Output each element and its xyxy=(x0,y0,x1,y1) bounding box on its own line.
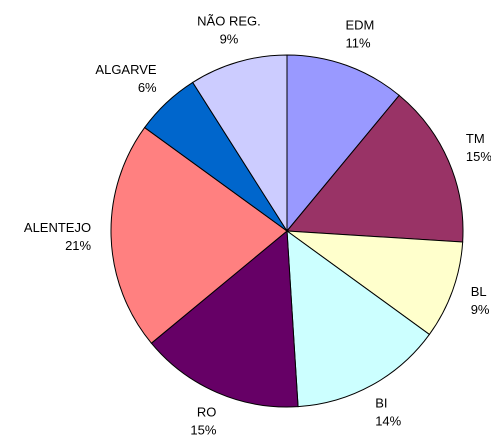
slice-label: RO xyxy=(197,404,217,419)
slice-label: TM xyxy=(466,131,485,146)
slice-value-label: 11% xyxy=(345,36,370,51)
slice-label: ALGARVE xyxy=(95,62,157,77)
slice-label: EDM xyxy=(345,18,374,33)
slice-value-label: 14% xyxy=(375,414,401,429)
slice-value-label: 15% xyxy=(190,422,216,437)
slice-label: ALENTEJO xyxy=(24,220,91,235)
slice-label: BI xyxy=(375,396,387,411)
slice-value-label: 9% xyxy=(471,302,490,317)
slice-value-label: 15% xyxy=(466,149,491,164)
slice-value-label: 6% xyxy=(138,80,157,95)
slice-value-label: 21% xyxy=(65,238,91,253)
pie-slice xyxy=(286,229,431,408)
pie-slice xyxy=(150,229,299,408)
pie-slice xyxy=(110,126,288,344)
pie-slice xyxy=(285,230,464,336)
pie-slice xyxy=(192,54,288,233)
slice-label: BL xyxy=(471,284,487,299)
slice-label: NÃO REG. xyxy=(197,14,261,29)
pie-slice xyxy=(285,94,464,243)
slice-value-label: 9% xyxy=(220,32,239,47)
pie-slice xyxy=(286,54,400,233)
